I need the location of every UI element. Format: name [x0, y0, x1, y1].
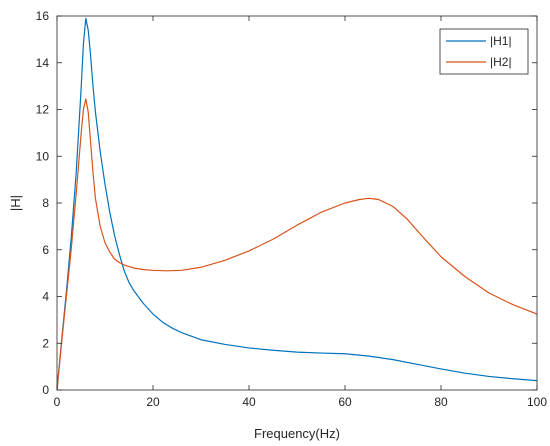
x-tick-label: 40 [242, 395, 256, 409]
series-line-h1 [56, 17, 538, 391]
x-tick-label: 80 [434, 395, 448, 409]
legend-label-h2: |H2| [490, 55, 512, 69]
x-tick-label: 100 [527, 395, 547, 409]
plot-area [57, 16, 537, 390]
legend: |H1| |H2| [439, 28, 529, 75]
x-tick-label: 60 [338, 395, 352, 409]
y-tick-label: 0 [42, 383, 49, 397]
y-tick-label: 6 [42, 243, 49, 257]
y-tick-label: 4 [42, 290, 49, 304]
y-tick-label: 16 [36, 9, 50, 23]
x-tick-label: 20 [146, 395, 160, 409]
ticks-layer: 0 20 40 60 80 100 0 2 4 6 8 10 12 14 16 [36, 9, 548, 409]
x-axis-label: Frequency(Hz) [254, 426, 340, 441]
plot-background [57, 16, 537, 390]
x-tick-label: 0 [54, 395, 61, 409]
legend-box [439, 28, 529, 75]
y-axis-label: |H| [8, 195, 23, 211]
y-tick-label: 14 [36, 56, 50, 70]
y-tick-label: 10 [36, 149, 50, 163]
y-tick-label: 8 [42, 196, 49, 210]
y-tick-label: 12 [36, 103, 50, 117]
series-layer [56, 17, 538, 391]
legend-label-h1: |H1| [490, 34, 512, 48]
y-tick-label: 2 [42, 336, 49, 350]
series-line-h2 [56, 98, 538, 391]
